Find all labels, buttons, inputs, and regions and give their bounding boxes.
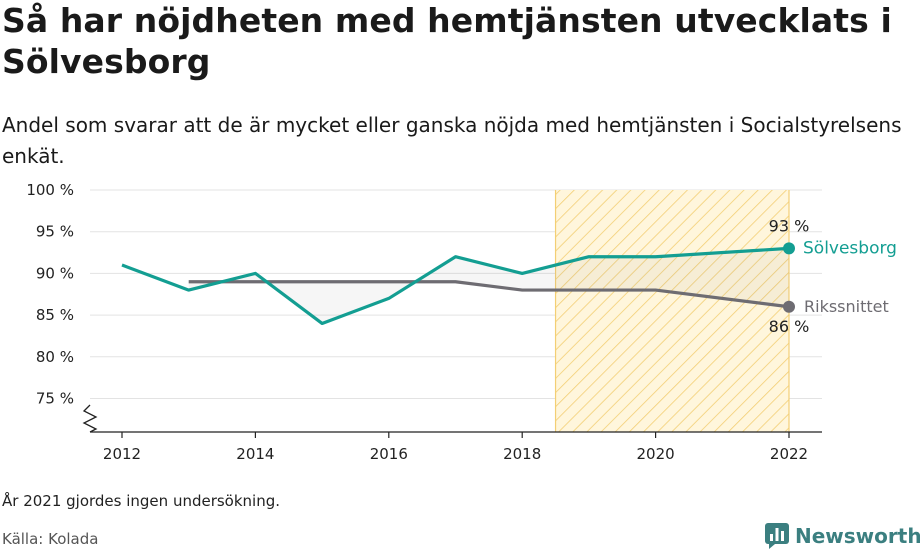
y-tick-label: 100 % bbox=[26, 181, 74, 199]
y-tick-label: 75 % bbox=[36, 390, 74, 408]
y-tick-label: 90 % bbox=[36, 264, 74, 282]
x-tick-label: 2022 bbox=[770, 445, 808, 463]
chart-subtitle: Andel som svarar att de är mycket eller … bbox=[2, 113, 902, 168]
x-tick-label: 2016 bbox=[370, 445, 408, 463]
y-tick-label: 85 % bbox=[36, 306, 74, 324]
x-tick-label: 2014 bbox=[236, 445, 274, 463]
newsworthy-logo-icon bbox=[765, 523, 789, 549]
axes bbox=[82, 404, 822, 433]
chart-title: Så har nöjdheten med hemtjänsten utveckl… bbox=[2, 1, 892, 81]
x-tick-label: 2018 bbox=[503, 445, 541, 463]
brand-logo[interactable]: Newsworthy bbox=[765, 521, 920, 551]
source: Källa: Kolada bbox=[2, 530, 99, 548]
value-label-riket: 86 % bbox=[769, 317, 810, 336]
end-point-solvesborg bbox=[783, 242, 795, 255]
highlight-region bbox=[554, 190, 790, 432]
footnote: År 2021 gjordes ingen undersökning. bbox=[2, 492, 281, 510]
series-name-solvesborg: Sölvesborg bbox=[803, 238, 897, 258]
series-lines bbox=[121, 242, 795, 326]
axis-break-icon bbox=[82, 404, 98, 433]
x-tick-label: 2020 bbox=[637, 445, 675, 463]
series-line-solvesborg bbox=[121, 246, 790, 326]
series-line-riket bbox=[188, 280, 790, 309]
y-tick-label: 95 % bbox=[36, 223, 74, 241]
value-label-solvesborg: 93 % bbox=[769, 216, 810, 235]
brand-name: Newsworthy bbox=[795, 524, 920, 548]
series-labels: 93 % 86 % Sölvesborg Rikssnittet bbox=[769, 216, 897, 335]
y-axis-ticks: 75 % 80 % 85 % 90 % 95 % 100 % bbox=[26, 181, 74, 408]
gap-area bbox=[188, 248, 789, 324]
end-point-riket bbox=[783, 300, 795, 313]
x-tick-label: 2012 bbox=[103, 445, 141, 463]
y-tick-label: 80 % bbox=[36, 348, 74, 366]
difference-area bbox=[188, 248, 789, 324]
highlight-area bbox=[555, 190, 789, 432]
series-name-riket: Rikssnittet bbox=[804, 297, 889, 316]
x-axis-ticks: 2012 2014 2016 2018 2020 2022 bbox=[103, 432, 808, 463]
